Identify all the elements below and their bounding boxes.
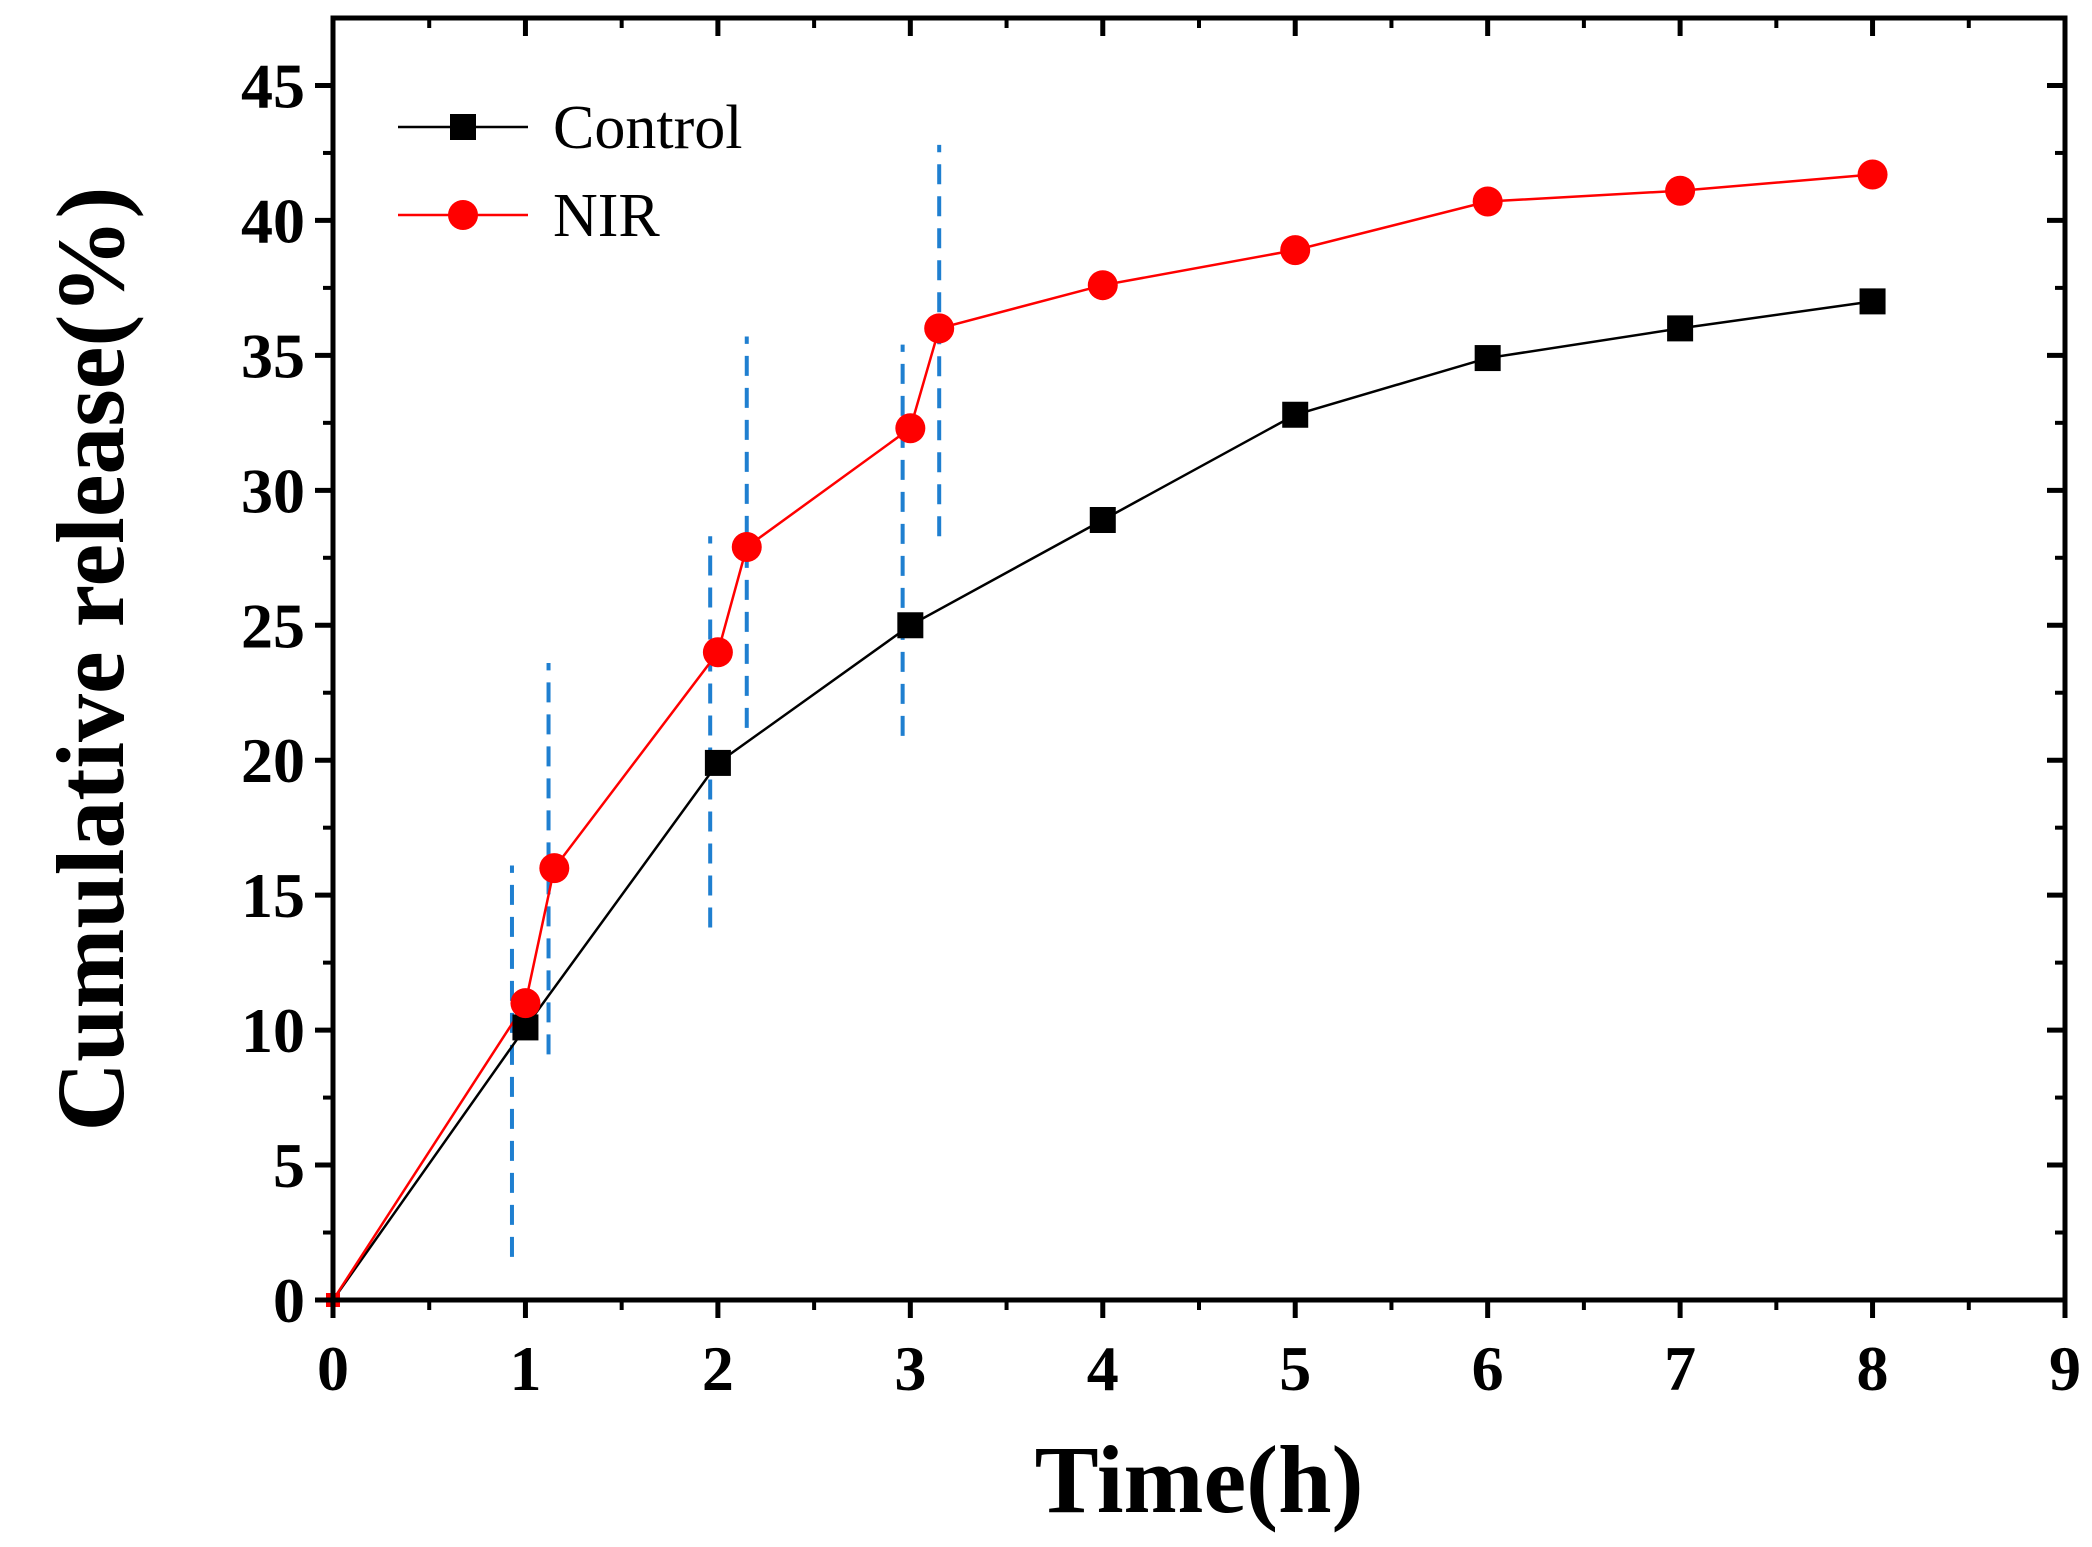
y-tick-label: 45 <box>241 50 305 121</box>
y-tick-label: 25 <box>241 590 305 661</box>
series-line-control <box>331 300 1873 1301</box>
x-tick-label: 7 <box>1664 1333 1696 1404</box>
data-point-nir <box>1087 270 1118 301</box>
series-lines <box>331 173 1873 1301</box>
y-axis: 0 5 10 15 20 25 30 35 40 45 <box>241 50 2065 1336</box>
legend-label-control: Control <box>553 94 742 162</box>
legend-label-nir: NIR <box>553 182 660 250</box>
data-point-control <box>1859 288 1886 315</box>
data-point-control <box>512 1014 539 1041</box>
y-tick-label: 5 <box>273 1130 305 1201</box>
x-tick-label: 6 <box>1472 1333 1504 1404</box>
data-point-nir <box>1280 235 1311 266</box>
data-point-nir <box>1472 186 1503 217</box>
y-tick-label: 10 <box>241 995 305 1066</box>
data-point-control <box>1282 401 1309 428</box>
y-tick-label: 0 <box>273 1265 305 1336</box>
x-tick-label: 2 <box>702 1333 734 1404</box>
y-tick-label: 20 <box>241 725 305 796</box>
data-point-nir <box>510 988 541 1019</box>
y-tick-label: 40 <box>241 185 305 256</box>
data-point-nir <box>924 313 955 344</box>
x-tick-label: 9 <box>2049 1333 2081 1404</box>
x-tick-label: 0 <box>317 1333 349 1404</box>
x-axis: 0 1 2 3 4 5 6 7 8 9 <box>317 18 2081 1404</box>
data-point-nir <box>1857 159 1888 190</box>
data-point-nir <box>539 853 570 884</box>
data-point-nir <box>702 637 733 668</box>
x-axis-title: Time(h) <box>1035 1426 1364 1533</box>
data-point-nir <box>895 413 926 444</box>
y-axis-title: Cumulative release(%) <box>37 187 144 1132</box>
x-tick-label: 1 <box>509 1333 541 1404</box>
legend-marker-control <box>450 114 476 140</box>
series-markers <box>326 159 1888 1307</box>
data-point-control <box>704 749 731 776</box>
legend: Control NIR <box>398 94 742 250</box>
x-tick-label: 8 <box>1857 1333 1889 1404</box>
annotation-lines <box>509 144 942 1257</box>
data-point-nir <box>731 531 762 562</box>
data-point-control <box>897 612 924 639</box>
legend-marker-nir <box>448 200 478 230</box>
y-tick-label: 30 <box>241 455 305 526</box>
data-point-nir <box>1665 175 1696 206</box>
y-tick-label: 15 <box>241 860 305 931</box>
x-tick-label: 4 <box>1087 1333 1119 1404</box>
data-point-control <box>1667 315 1694 342</box>
data-point-control <box>1474 345 1501 372</box>
series-line-nir <box>331 173 1873 1301</box>
y-tick-label: 35 <box>241 320 305 391</box>
x-tick-label: 5 <box>1279 1333 1311 1404</box>
x-tick-label: 3 <box>894 1333 926 1404</box>
data-point-control <box>1089 507 1116 534</box>
